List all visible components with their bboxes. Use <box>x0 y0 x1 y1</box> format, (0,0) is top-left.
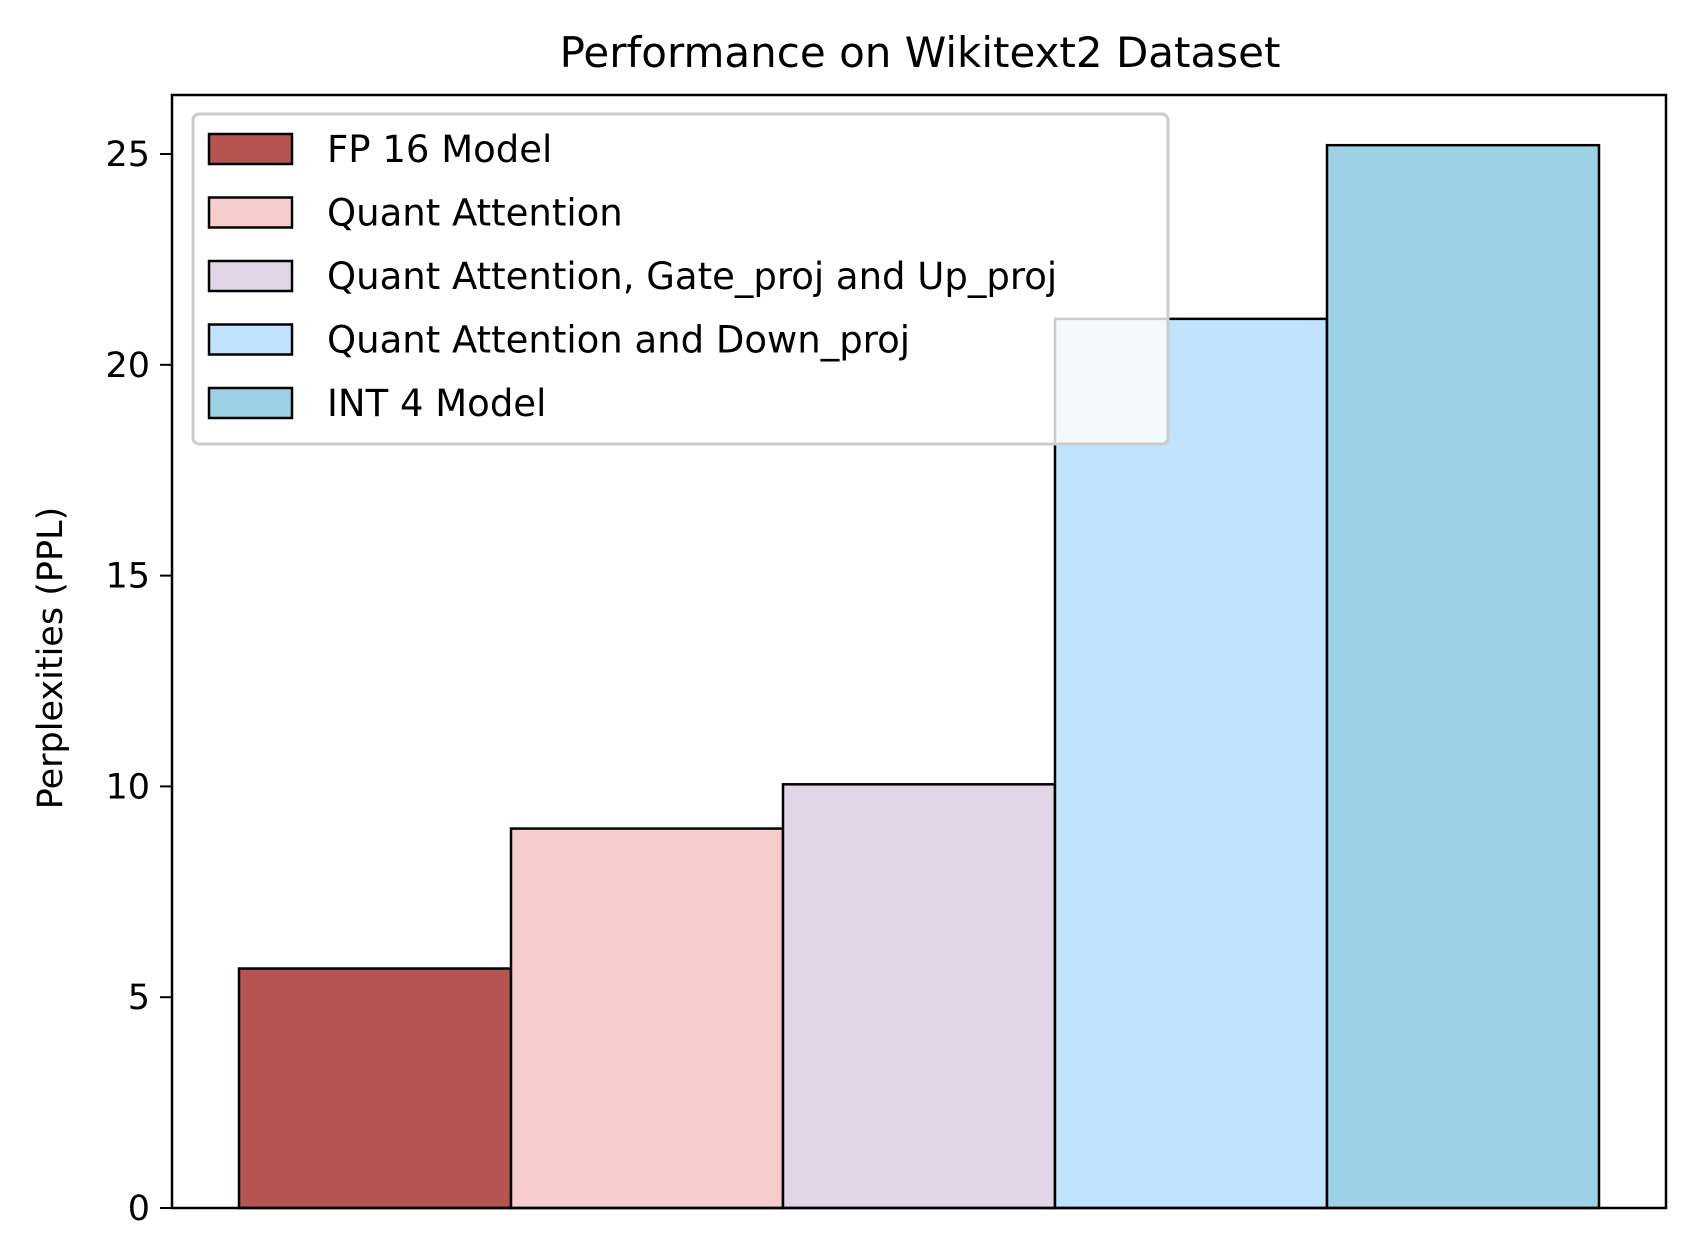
y-tick-label: 25 <box>105 135 150 175</box>
y-ticks-group: 0 5 10 15 20 25 <box>105 135 172 1229</box>
bar-1 <box>237 967 513 1210</box>
legend-swatch <box>207 323 294 356</box>
y-tick-label: 20 <box>105 346 150 386</box>
legend-label: Quant Attention and Down_proj <box>327 319 910 362</box>
bars-group <box>237 143 1601 1210</box>
y-tick-label: 5 <box>128 978 150 1018</box>
y-tick-label: 15 <box>105 557 150 597</box>
y-tick-label: 0 <box>128 1189 150 1229</box>
legend: FP 16 Model Quant Attention Quant Attentio… <box>191 112 1170 446</box>
legend-label: INT 4 Model <box>327 382 546 425</box>
bar-4 <box>1053 317 1329 1210</box>
legend-swatch <box>207 386 294 420</box>
legend-swatch <box>207 259 294 293</box>
bar-2 <box>509 827 785 1210</box>
legend-swatch <box>207 196 294 229</box>
legend-swatch <box>207 132 294 166</box>
bar-5 <box>1325 143 1601 1210</box>
legend-label: Quant Attention <box>327 192 623 235</box>
bar-3 <box>781 783 1057 1210</box>
y-axis-label: Perplexities (PPL) <box>31 507 71 809</box>
y-tick-label: 10 <box>105 767 150 807</box>
legend-box <box>191 112 1170 446</box>
chart-title: Performance on Wikitext2 Dataset <box>560 28 1281 77</box>
plot-frame <box>170 93 1668 1210</box>
legend-label: Quant Attention, Gate_proj and Up_proj <box>327 255 1057 298</box>
legend-label: FP 16 Model <box>327 128 552 171</box>
